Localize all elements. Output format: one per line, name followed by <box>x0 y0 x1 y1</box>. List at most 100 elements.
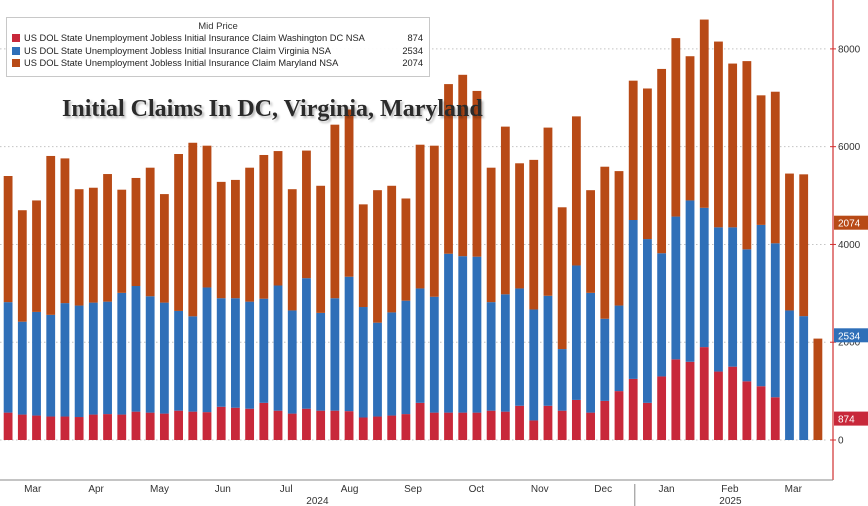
bar-segment-series-1 <box>543 295 553 406</box>
bar-segment-series-0 <box>60 416 70 440</box>
bar-segment-series-2 <box>586 190 595 293</box>
bar-segment-series-2 <box>174 154 183 311</box>
bar-segment-series-0 <box>373 416 382 440</box>
x-tick-label: Mar <box>24 484 42 495</box>
bar-segment-series-0 <box>231 407 240 440</box>
bar-segment-series-2 <box>60 158 70 304</box>
bar-segment-series-1 <box>671 216 681 360</box>
bar-segment-series-2 <box>458 74 468 257</box>
bar-segment-series-2 <box>785 173 794 311</box>
bar-segment-series-0 <box>628 378 638 440</box>
bar-segment-series-0 <box>202 412 212 440</box>
bar-segment-series-2 <box>628 80 638 220</box>
legend-swatch-dc <box>12 34 20 43</box>
bar-segment-series-0 <box>657 376 667 440</box>
bar-segment-series-1 <box>330 298 340 411</box>
bar-segment-series-1 <box>259 298 269 403</box>
bar-segment-series-0 <box>74 417 84 440</box>
last-value-label: 2534 <box>838 331 861 342</box>
bar-segment-series-2 <box>429 145 439 297</box>
bar-segment-series-2 <box>742 61 752 250</box>
x-year-label: 2025 <box>719 496 742 506</box>
bar-segment-series-0 <box>302 408 311 440</box>
bar-segment-series-0 <box>600 400 610 440</box>
bar-segment-series-1 <box>444 253 453 413</box>
bar-segment-series-0 <box>46 416 56 440</box>
bar-segment-series-2 <box>46 155 56 315</box>
bar-segment-series-2 <box>472 90 482 257</box>
y-tick-label: 6000 <box>838 142 861 153</box>
bar-segment-series-1 <box>202 287 212 413</box>
x-tick-label: Nov <box>531 484 549 495</box>
bar-segment-series-1 <box>785 310 794 440</box>
x-tick-label: Sep <box>404 484 422 495</box>
bar-segment-series-1 <box>273 285 283 411</box>
bar-segment-series-2 <box>259 154 269 299</box>
bar-segment-series-1 <box>429 296 439 413</box>
bar-segment-series-2 <box>358 204 368 308</box>
legend-title: Mid Price <box>198 21 238 32</box>
bar-segment-series-0 <box>216 406 226 440</box>
x-tick-label: Aug <box>341 484 359 495</box>
bar-segment-series-0 <box>358 417 368 440</box>
bar-segment-series-2 <box>401 198 411 301</box>
bar-segment-series-2 <box>444 84 453 254</box>
x-tick-label: Mar <box>785 484 803 495</box>
y-tick-label: 4000 <box>838 240 861 251</box>
bar-segment-series-1 <box>742 249 752 382</box>
bar-segment-series-0 <box>458 412 468 440</box>
bar-segment-series-2 <box>131 177 141 286</box>
bar-segment-series-0 <box>515 405 524 440</box>
bar-segment-series-1 <box>557 349 567 411</box>
legend-value-dc: 874 <box>407 33 423 44</box>
bar-segment-series-2 <box>657 68 667 254</box>
bar-segment-series-2 <box>145 167 155 297</box>
legend-label-dc: US DOL State Unemployment Jobless Initia… <box>24 33 365 44</box>
bar-segment-series-1 <box>699 207 709 348</box>
bar-segment-series-2 <box>387 185 397 313</box>
bar-segment-series-2 <box>571 116 581 266</box>
bar-segment-series-1 <box>387 312 397 416</box>
bar-segment-series-0 <box>500 411 510 440</box>
bar-segment-series-2 <box>728 63 738 228</box>
bar-segment-series-1 <box>358 307 368 418</box>
bar-segment-series-1 <box>344 276 354 412</box>
bar-segment-series-1 <box>216 298 226 407</box>
x-tick-label: Apr <box>88 484 104 495</box>
bar-segment-series-1 <box>614 305 624 392</box>
bar-segment-series-0 <box>174 410 183 440</box>
x-year-label: 2024 <box>306 496 329 506</box>
bar-segment-series-2 <box>756 95 766 225</box>
bar-segment-series-1 <box>159 302 169 414</box>
bar-segment-series-2 <box>316 185 326 313</box>
bar-segment-series-2 <box>415 144 425 289</box>
last-value-badge <box>834 215 868 230</box>
bar-segment-series-2 <box>273 151 283 286</box>
bar-segment-series-0 <box>117 414 127 440</box>
bar-segment-series-0 <box>245 408 255 440</box>
bar-segment-series-1 <box>103 301 112 415</box>
bar-segment-series-1 <box>131 286 141 412</box>
bar-segment-series-1 <box>600 318 610 401</box>
bar-segment-series-0 <box>145 412 155 440</box>
bar-segment-series-1 <box>117 292 127 415</box>
bar-segment-series-1 <box>756 224 766 387</box>
bar-segment-series-1 <box>32 311 41 416</box>
bar-segment-series-1 <box>74 305 84 418</box>
bar-segment-series-1 <box>643 239 652 403</box>
bar-segment-series-2 <box>600 166 610 319</box>
bar-segment-series-0 <box>32 415 41 440</box>
last-value-label: 874 <box>838 415 855 426</box>
bar-segment-series-2 <box>202 145 212 288</box>
bar-segment-series-2 <box>799 174 809 317</box>
y-tick-label: 8000 <box>838 44 861 55</box>
bar-segment-series-1 <box>316 312 326 411</box>
bar-segment-series-2 <box>529 159 539 310</box>
bar-segment-series-0 <box>17 414 27 440</box>
bar-segment-series-0 <box>529 420 539 440</box>
bar-segment-series-2 <box>302 150 311 279</box>
bar-segment-series-2 <box>103 174 112 302</box>
legend: Mid Price US DOL State Unemployment Jobl… <box>6 17 430 77</box>
bar-segment-series-1 <box>586 292 595 413</box>
